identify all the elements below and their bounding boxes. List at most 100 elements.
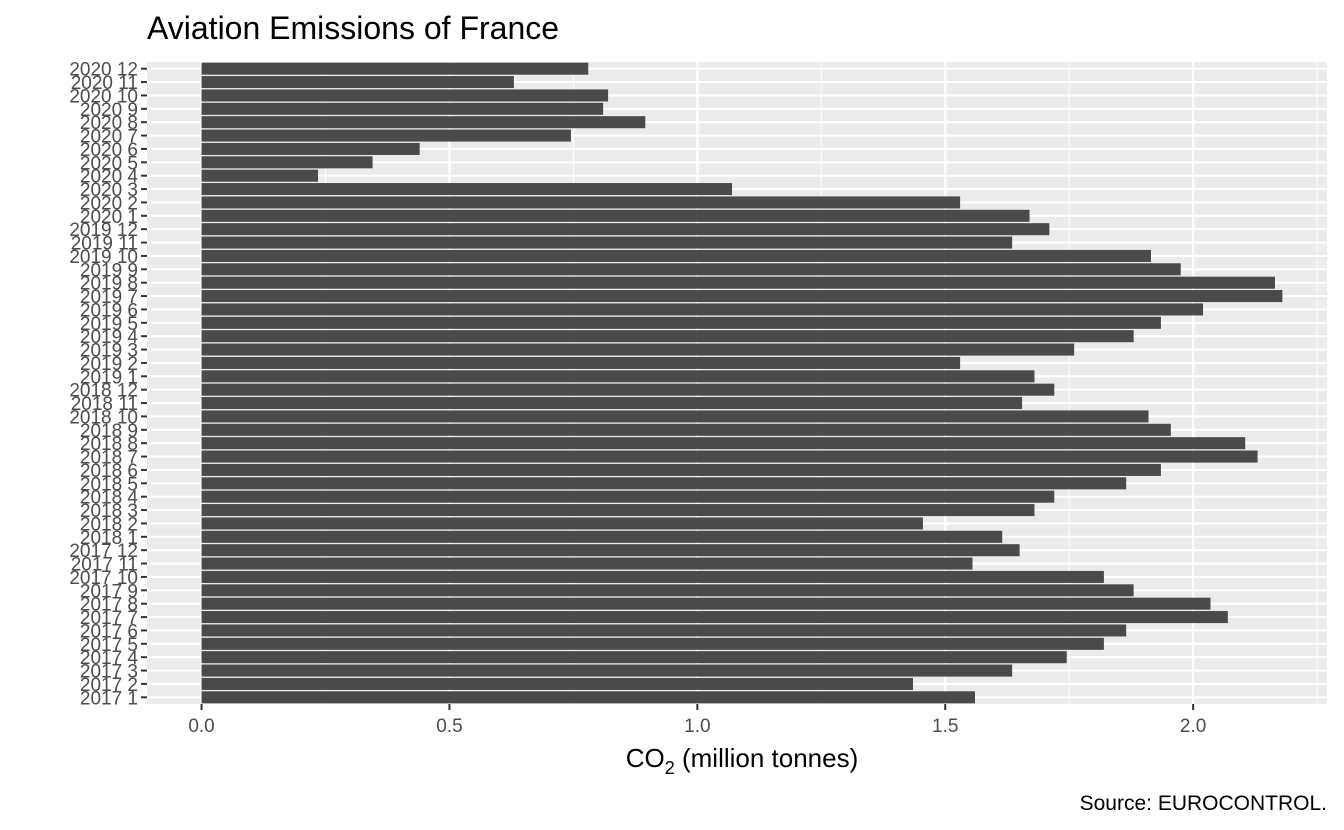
y-tick-label: 2019 3 [80,341,138,362]
grid-minor-lines [324,62,1318,704]
bar [201,236,1013,249]
y-tick-label: 2017 3 [80,662,138,683]
x-tick-label: 0.0 [188,716,214,737]
bar [201,89,609,102]
bar [201,397,1023,410]
y-tick-label: 2019 11 [71,234,138,255]
bar [201,370,1035,383]
bar [201,544,1020,557]
bar [201,624,1127,637]
bar [201,691,975,704]
bar [201,330,1134,343]
chart-title: Aviation Emissions of France [147,10,559,46]
y-tick-label: 2020 8 [80,113,138,134]
bar [201,504,1035,517]
x-tick-label: 1.5 [932,716,958,737]
x-tick-label: 0.5 [436,716,462,737]
y-tick-label: 2017 9 [80,581,138,602]
y-tick-label: 2018 4 [80,488,139,509]
bar [201,142,420,155]
y-tick-label: 2019 9 [80,260,138,281]
y-tick-label: 2020 12 [69,60,138,81]
bar [201,664,1013,677]
y-tick-label: 2020 3 [80,180,138,201]
bar [201,530,1003,543]
y-tick-label: 2020 4 [80,167,139,188]
y-tick-label: 2018 7 [80,448,138,469]
y-tick-label: 2017 1 [80,688,138,709]
y-tick-label: 2018 1 [80,528,138,549]
bar [201,263,1181,276]
y-tick-label: 2019 7 [80,287,138,308]
y-tick-label: 2017 12 [69,541,138,562]
bar [201,570,1104,583]
y-tick-label: 2017 10 [69,568,138,589]
x-axis-title: CO2 (million tonnes) [626,743,859,778]
bar [201,597,1211,610]
bar [201,637,1104,650]
y-tick-label: 2017 8 [80,595,138,616]
bar [201,423,1171,436]
y-tick-label: 2018 2 [80,514,138,535]
x-axis-title-subscript: 2 [665,758,675,778]
y-tick-label: 2019 6 [80,300,138,321]
y-tick-label: 2018 8 [80,434,138,455]
x-tick-label: 2.0 [1180,716,1206,737]
bar [201,290,1283,303]
y-tick-label: 2017 11 [71,555,138,576]
y-tick-label: 2020 7 [80,127,138,148]
bar [201,517,923,530]
y-tick-label: 2019 12 [69,220,138,241]
y-tick-label: 2018 12 [69,381,138,402]
y-tick-label: 2018 5 [80,474,138,495]
y-tick-label: 2017 5 [80,635,138,656]
bar [201,209,1030,222]
plot-panel [147,62,1327,704]
x-axis-title-main: CO [626,743,665,773]
bar [201,490,1055,503]
y-tick-label: 2020 9 [80,100,138,121]
bar [201,196,961,209]
x-axis: 0.0 0.5 1.0 1.5 2.0 [188,704,1206,737]
bar [201,76,514,89]
bar [201,584,1134,597]
y-tick-label: 2019 8 [80,274,138,295]
y-tick-label: 2017 2 [80,675,138,696]
x-axis-title-suffix: (million tonnes) [675,743,859,773]
bar [201,437,1246,450]
y-tick-label: 2020 5 [80,153,138,174]
bar [201,343,1075,356]
x-tick-label: 1.0 [684,716,710,737]
y-tick-label: 2018 9 [80,421,138,442]
y-tick-label: 2019 1 [80,367,138,388]
y-tick-label: 2017 6 [80,621,138,642]
y-tick-label: 2019 10 [69,247,138,268]
bar [201,249,1151,262]
bar [201,102,604,115]
y-tick-label: 2019 5 [80,314,138,335]
y-tick-label: 2017 7 [80,608,138,629]
y-tick-label: 2020 11 [71,73,138,94]
bar [201,557,973,570]
bar [201,169,319,182]
bar [201,450,1258,463]
bar [201,410,1149,423]
y-tick-label: 2019 4 [80,327,139,348]
y-tick-label: 2018 11 [71,394,138,415]
bar-series [201,62,1283,704]
bar [201,677,914,690]
y-tick-label: 2020 10 [69,86,138,107]
y-tick-label: 2020 1 [80,207,138,228]
chart-caption: Source: EUROCONTROL. [1080,792,1327,815]
bar [201,62,589,75]
y-tick-label: 2020 6 [80,140,138,161]
bar [201,356,961,369]
bar [201,316,1161,329]
bar [201,183,733,196]
y-tick-label: 2019 2 [80,354,138,375]
bar [201,156,373,169]
bar [201,303,1204,316]
bar [201,129,571,142]
